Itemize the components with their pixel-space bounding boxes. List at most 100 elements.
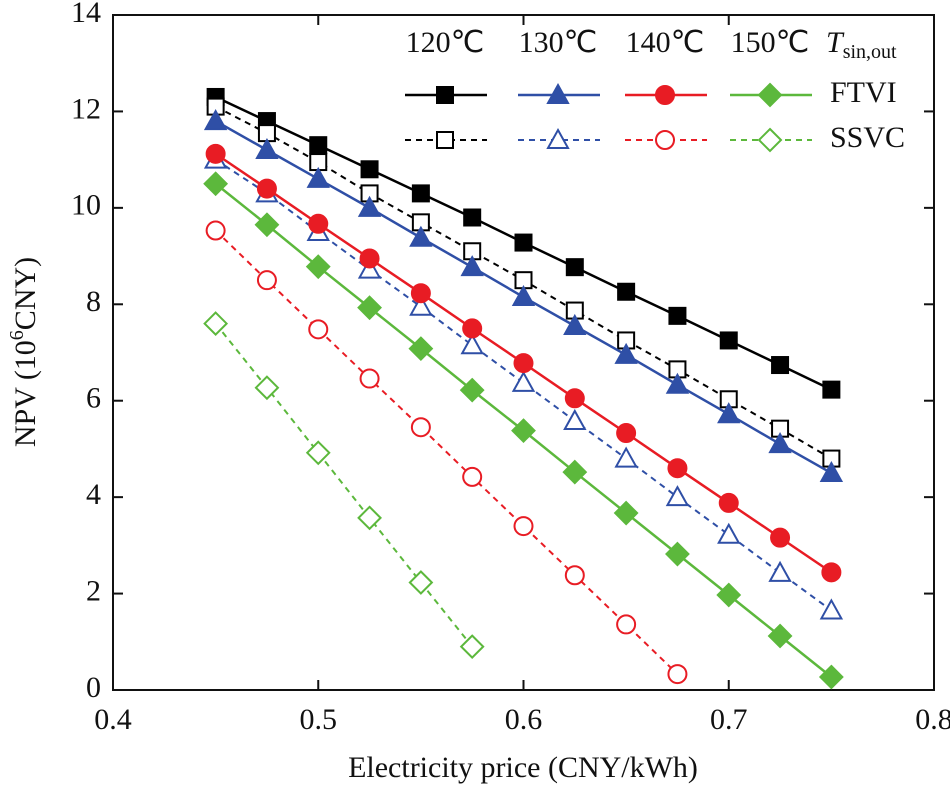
legend-marker xyxy=(757,82,783,108)
marker xyxy=(410,283,431,304)
y-tick-label: 0 xyxy=(86,671,101,704)
y-label-part: CNY) xyxy=(9,257,42,330)
marker xyxy=(716,582,742,608)
marker xyxy=(665,485,690,507)
marker xyxy=(511,418,536,444)
x-tick-label: 0.5 xyxy=(300,703,338,736)
marker xyxy=(511,284,536,307)
marker xyxy=(305,440,331,466)
marker xyxy=(767,623,793,649)
marker xyxy=(255,137,279,159)
marker xyxy=(511,370,536,392)
marker xyxy=(564,565,585,586)
x-tick-label: 0.8 xyxy=(915,703,950,736)
marker xyxy=(411,184,430,203)
marker xyxy=(203,109,228,131)
marker xyxy=(562,459,588,485)
marker xyxy=(771,356,790,375)
legend-marker xyxy=(655,85,675,105)
legend-marker xyxy=(655,130,675,150)
x-tick-label: 0.4 xyxy=(94,703,132,736)
legend-title-sub: sin,out xyxy=(843,41,897,63)
marker xyxy=(463,208,482,227)
marker xyxy=(359,368,380,389)
x-tick-label: 0.6 xyxy=(505,703,543,736)
marker xyxy=(719,331,738,350)
legend-marker xyxy=(546,127,570,149)
y-label-sup: 6 xyxy=(6,330,28,340)
marker xyxy=(821,562,842,583)
legend-marker xyxy=(436,86,454,104)
marker xyxy=(822,380,841,399)
marker xyxy=(256,178,277,199)
marker xyxy=(357,295,382,321)
legend-scheme: SSVC xyxy=(830,121,905,154)
legend-marker xyxy=(757,127,783,153)
marker xyxy=(306,166,330,188)
marker xyxy=(357,505,382,531)
marker xyxy=(408,570,434,595)
marker xyxy=(819,460,844,483)
marker xyxy=(617,282,636,301)
marker xyxy=(360,160,379,179)
legend-title: Tsin,out xyxy=(826,26,897,63)
y-tick-label: 14 xyxy=(71,0,101,29)
y-tick-label: 10 xyxy=(71,189,101,222)
marker xyxy=(205,143,226,164)
marker xyxy=(768,432,792,454)
marker xyxy=(667,458,688,479)
y-tick-label: 6 xyxy=(86,382,101,415)
series-line xyxy=(214,229,679,675)
marker xyxy=(563,313,587,335)
x-axis-label: Electricity price (CNY/kWh) xyxy=(348,751,698,784)
x-tick-label: 0.7 xyxy=(710,703,748,736)
marker xyxy=(305,254,331,280)
marker xyxy=(818,664,844,690)
marker xyxy=(616,614,637,635)
marker xyxy=(616,423,637,444)
marker xyxy=(409,225,433,247)
marker xyxy=(254,375,280,401)
y-axis-label: NPV (106CNY) xyxy=(6,257,42,447)
legend-temperature: 120℃ xyxy=(406,26,485,59)
legend-scheme: FTVI xyxy=(830,76,897,109)
marker xyxy=(819,598,844,620)
marker xyxy=(357,195,382,217)
marker xyxy=(614,446,638,468)
marker xyxy=(309,136,328,155)
marker xyxy=(665,372,690,394)
marker xyxy=(203,171,229,197)
y-tick-label: 2 xyxy=(86,574,101,607)
marker xyxy=(514,233,533,252)
marker xyxy=(459,377,485,403)
marker xyxy=(308,319,329,340)
marker xyxy=(254,212,280,238)
marker xyxy=(768,560,792,582)
marker xyxy=(613,500,639,526)
y-tick-label: 12 xyxy=(71,92,101,125)
marker xyxy=(513,516,534,537)
marker xyxy=(770,527,791,548)
marker xyxy=(564,388,585,409)
marker xyxy=(308,213,329,234)
legend-temperature: 140℃ xyxy=(626,26,705,59)
legend-marker xyxy=(546,82,570,104)
legend-temperature: 150℃ xyxy=(731,26,810,59)
marker xyxy=(460,255,484,277)
marker xyxy=(203,311,229,336)
marker xyxy=(667,664,688,685)
marker xyxy=(668,306,687,325)
marker xyxy=(717,522,741,544)
marker xyxy=(408,336,434,362)
marker xyxy=(565,258,584,277)
marker xyxy=(357,257,382,279)
marker xyxy=(563,408,587,430)
marker xyxy=(462,466,483,487)
marker xyxy=(513,353,534,374)
y-label-part: NPV (10 xyxy=(9,340,42,447)
marker xyxy=(718,492,739,513)
marker xyxy=(459,634,485,660)
marker xyxy=(717,402,741,424)
y-tick-label: 8 xyxy=(86,285,101,318)
